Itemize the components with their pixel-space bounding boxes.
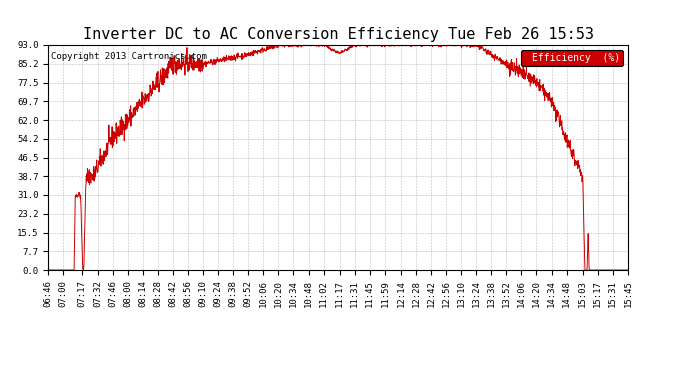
Title: Inverter DC to AC Conversion Efficiency Tue Feb 26 15:53: Inverter DC to AC Conversion Efficiency … [83, 27, 593, 42]
Legend: Efficiency  (%): Efficiency (%) [522, 50, 623, 66]
Text: Copyright 2013 Cartronics.com: Copyright 2013 Cartronics.com [51, 52, 207, 61]
